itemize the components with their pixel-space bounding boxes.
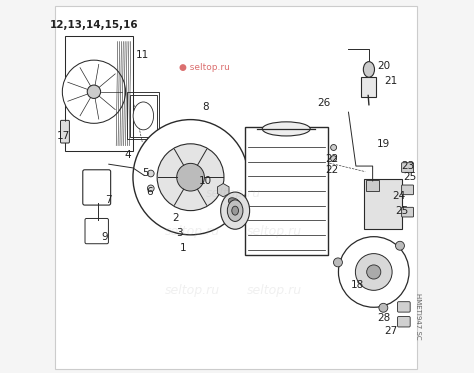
Text: seltop.ru: seltop.ru <box>165 284 220 297</box>
Text: seltop.ru: seltop.ru <box>165 225 220 238</box>
Circle shape <box>331 144 337 150</box>
Circle shape <box>177 163 204 191</box>
Text: 2: 2 <box>173 213 179 223</box>
Text: seltop.ru: seltop.ru <box>246 284 302 297</box>
Ellipse shape <box>228 198 240 207</box>
Text: 25: 25 <box>403 172 417 182</box>
FancyBboxPatch shape <box>83 170 110 205</box>
Text: 12,13,14,15,16: 12,13,14,15,16 <box>50 20 138 30</box>
Text: 9: 9 <box>102 232 109 242</box>
Circle shape <box>331 156 337 162</box>
Text: 1: 1 <box>180 243 186 253</box>
FancyBboxPatch shape <box>61 120 69 143</box>
Ellipse shape <box>364 62 374 77</box>
Circle shape <box>63 60 126 123</box>
Ellipse shape <box>262 122 310 136</box>
Circle shape <box>367 265 381 279</box>
FancyBboxPatch shape <box>366 180 379 191</box>
FancyBboxPatch shape <box>55 6 417 369</box>
Circle shape <box>395 241 404 250</box>
FancyBboxPatch shape <box>64 37 133 151</box>
Ellipse shape <box>221 192 250 229</box>
Text: 28: 28 <box>377 313 391 323</box>
Text: 8: 8 <box>202 101 209 112</box>
FancyBboxPatch shape <box>401 207 413 217</box>
FancyBboxPatch shape <box>398 317 410 327</box>
Text: 25: 25 <box>396 206 409 216</box>
Circle shape <box>356 254 392 290</box>
Text: 17: 17 <box>57 131 70 141</box>
FancyBboxPatch shape <box>245 128 328 255</box>
Text: 18: 18 <box>351 280 365 290</box>
FancyBboxPatch shape <box>85 219 109 244</box>
Text: 27: 27 <box>384 326 398 336</box>
FancyBboxPatch shape <box>362 76 376 97</box>
Ellipse shape <box>232 206 238 215</box>
FancyBboxPatch shape <box>398 302 410 312</box>
Ellipse shape <box>133 102 154 130</box>
Circle shape <box>157 144 224 211</box>
Text: 6: 6 <box>146 187 153 197</box>
Text: 22: 22 <box>325 165 338 175</box>
Text: ● seltop.ru: ● seltop.ru <box>179 63 230 72</box>
Text: 20: 20 <box>377 61 391 71</box>
FancyBboxPatch shape <box>401 185 413 195</box>
Circle shape <box>379 303 388 312</box>
Text: 11: 11 <box>136 50 149 60</box>
Text: 3: 3 <box>176 228 182 238</box>
Circle shape <box>87 85 100 98</box>
Text: 4: 4 <box>124 150 131 160</box>
Ellipse shape <box>228 200 243 222</box>
Text: 5: 5 <box>143 169 149 179</box>
FancyBboxPatch shape <box>401 163 413 172</box>
Text: HMETI947 SC: HMETI947 SC <box>415 293 421 340</box>
Text: 23: 23 <box>401 161 415 171</box>
Circle shape <box>338 236 409 307</box>
Text: 7: 7 <box>106 194 112 204</box>
Circle shape <box>133 120 248 235</box>
Circle shape <box>334 258 342 267</box>
Text: 24: 24 <box>392 191 405 201</box>
Text: 19: 19 <box>377 139 391 149</box>
Text: 10: 10 <box>199 176 212 186</box>
FancyBboxPatch shape <box>364 179 402 229</box>
Text: 22: 22 <box>325 154 338 164</box>
Circle shape <box>147 185 154 192</box>
Text: seltop.ru: seltop.ru <box>206 187 261 200</box>
Text: 21: 21 <box>384 76 398 85</box>
Text: 26: 26 <box>318 98 331 108</box>
Text: seltop.ru: seltop.ru <box>246 225 302 238</box>
Circle shape <box>147 170 154 177</box>
